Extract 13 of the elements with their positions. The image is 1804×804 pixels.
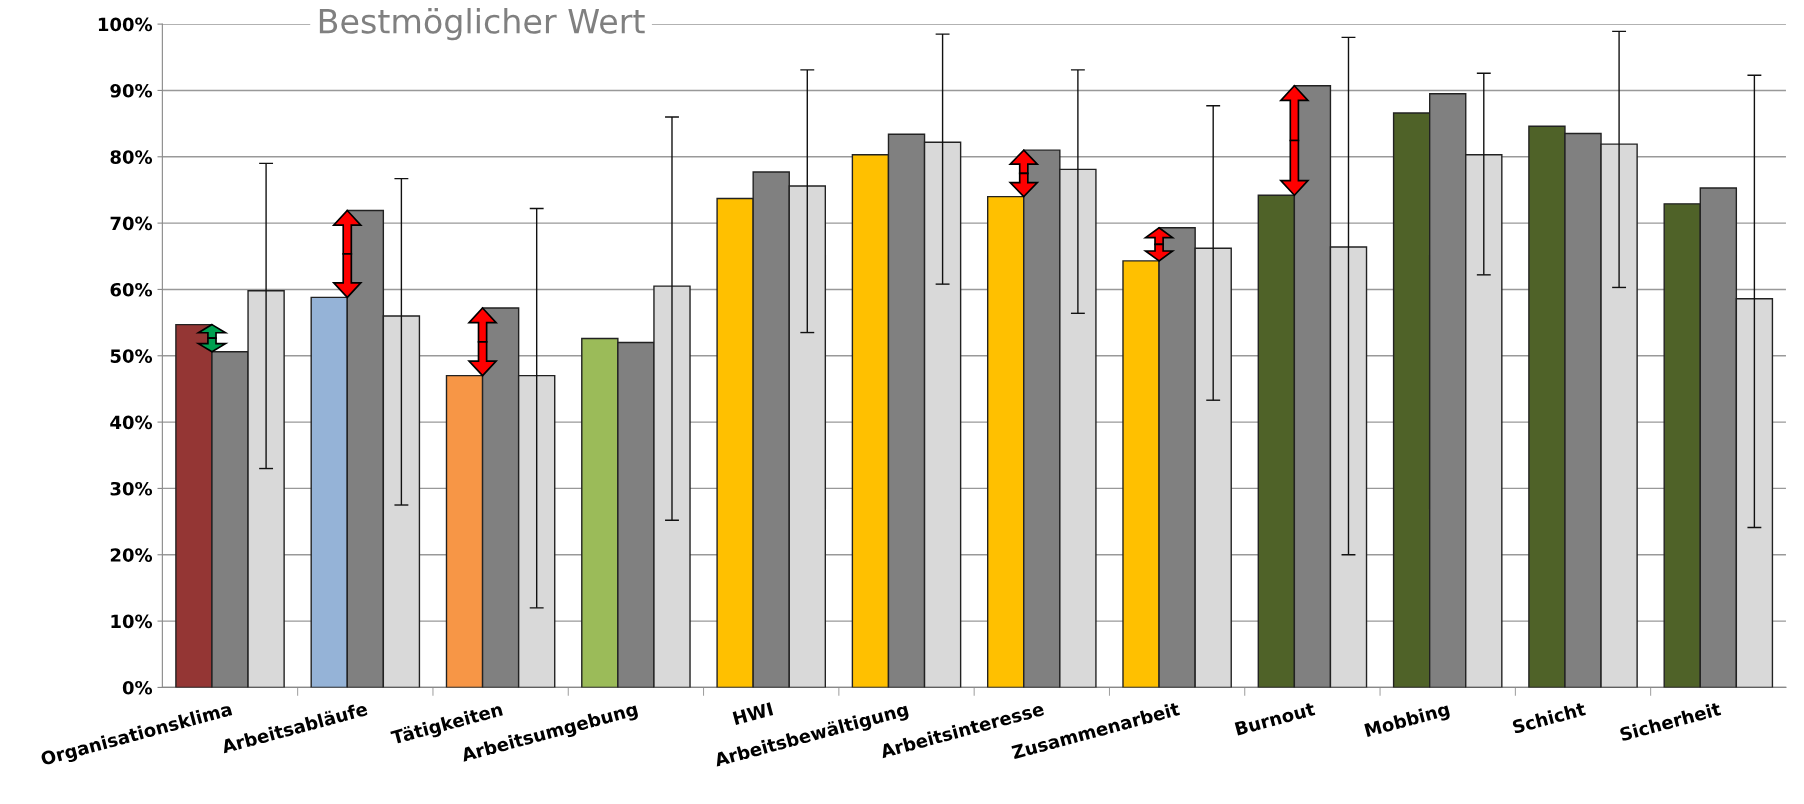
y-tick-label: 20% (110, 548, 153, 562)
y-tick-label: 0% (122, 680, 153, 695)
y-tick-label: 90% (110, 83, 153, 98)
y-tick-label: 10% (111, 614, 153, 629)
x-tick-label: Schicht (1511, 701, 1587, 734)
y-tick-label: 100% (98, 17, 153, 32)
y-tick-label: 50% (110, 349, 153, 363)
annotation: Bestmöglicher Wert (319, 7, 645, 41)
y-tick-label: 40% (110, 415, 153, 430)
y-tick-label: 30% (110, 481, 153, 496)
y-tick-label: 80% (110, 150, 153, 164)
y-tick-label: 60% (110, 282, 153, 297)
y-tick-label: 70% (110, 216, 153, 231)
